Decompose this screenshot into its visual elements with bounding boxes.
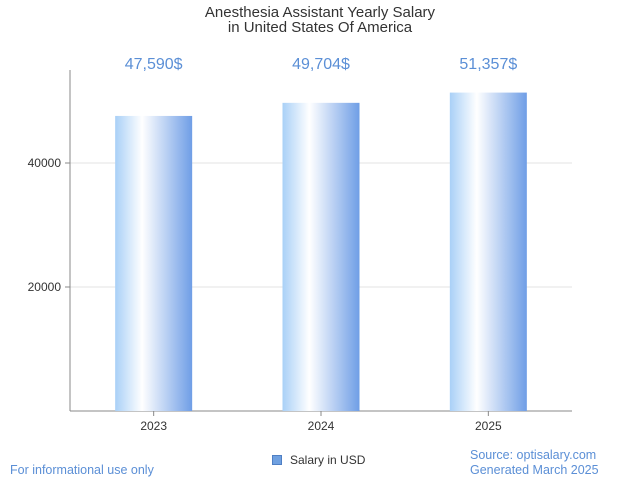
footer-source: Source: optisalary.com (470, 448, 597, 462)
footer-generated: Generated March 2025 (470, 463, 599, 477)
footer-disclaimer: For informational use only (10, 463, 154, 477)
legend-label: Salary in USD (290, 453, 366, 467)
chart-title-line-2: in United States Of America (228, 19, 413, 36)
x-tick-label: 2024 (308, 419, 335, 433)
legend-swatch (272, 455, 282, 465)
legend: Salary in USD (272, 453, 365, 467)
data-label: 49,704$ (292, 56, 350, 73)
x-tick-label: 2023 (140, 419, 167, 433)
x-tick-label: 2025 (475, 419, 502, 433)
y-tick-label: 40000 (28, 156, 62, 170)
data-label: 51,357$ (459, 56, 517, 73)
bar-2025 (449, 92, 527, 411)
data-label: 47,590$ (125, 56, 183, 73)
bars (115, 92, 527, 411)
bar-2023 (115, 115, 193, 411)
y-tick-label: 20000 (28, 280, 62, 294)
chart-title-line-1: Anesthesia Assistant Yearly Salary (205, 4, 436, 21)
labels: 20000 40000 2023 47,590$ 2024 49,704$ 2025 51,3… (28, 56, 518, 433)
footer-source-block: Source: optisalary.com Generated March 2… (470, 448, 599, 478)
bar-2024 (282, 102, 360, 411)
